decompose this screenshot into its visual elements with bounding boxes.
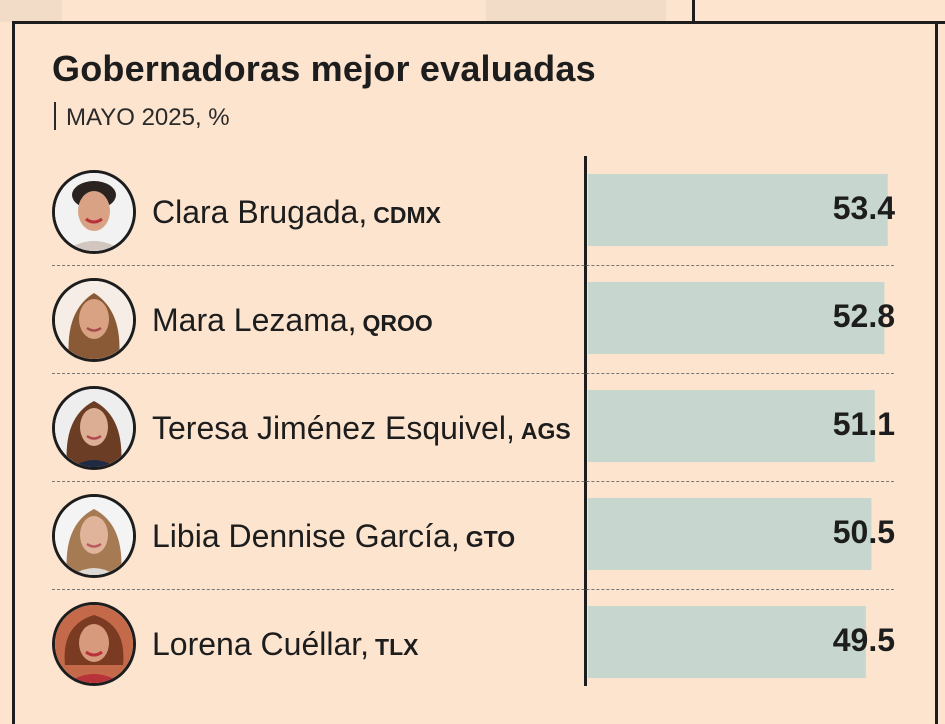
portrait-icon — [55, 281, 133, 359]
subtitle-rule — [54, 102, 56, 130]
bar-1 — [588, 174, 888, 246]
avatar — [52, 278, 136, 362]
bar-4 — [588, 498, 872, 570]
governor-name: Teresa Jiménez Esquivel, — [152, 410, 515, 446]
table-row: Libia Dennise García, GTO 50.5 — [40, 484, 895, 592]
frame-top-line — [12, 21, 945, 24]
data-label: 49.5 — [832, 622, 895, 658]
data-label: 53.4 — [832, 190, 895, 226]
table-row: Lorena Cuéllar, TLX 49.5 — [40, 592, 895, 700]
bar-3 — [588, 390, 875, 462]
frame-right-line — [935, 21, 938, 724]
chart-subtitle: MAYO 2025, % — [54, 102, 230, 132]
frame-left-line — [12, 21, 15, 724]
top-shade-left — [0, 0, 62, 22]
table-row: Mara Lezama, QROO 52.8 — [40, 268, 895, 376]
avatar — [52, 602, 136, 686]
avatar — [52, 170, 136, 254]
data-label: 52.8 — [832, 298, 895, 334]
top-strip — [0, 0, 945, 24]
table-row: Teresa Jiménez Esquivel, AGS 51.1 — [40, 376, 895, 484]
table-row: Clara Brugada, CDMX 53.4 — [40, 160, 895, 268]
governor-name: Mara Lezama, — [152, 302, 357, 338]
chart-title: Gobernadoras mejor evaluadas — [52, 48, 596, 89]
row-label: Clara Brugada, CDMX — [152, 194, 441, 231]
row-separator — [52, 589, 894, 590]
row-separator — [52, 373, 894, 374]
state-code: CDMX — [373, 202, 441, 228]
top-shade-right — [486, 0, 666, 22]
row-label: Mara Lezama, QROO — [152, 302, 433, 339]
portrait-icon — [55, 605, 133, 683]
avatar — [52, 494, 136, 578]
subtitle-text: MAYO 2025, % — [66, 104, 230, 131]
data-label: 50.5 — [832, 514, 895, 550]
portrait-icon — [55, 173, 133, 251]
state-code: TLX — [375, 634, 419, 660]
data-label: 51.1 — [832, 406, 895, 442]
row-label: Libia Dennise García, GTO — [152, 518, 515, 555]
portrait-icon — [55, 389, 133, 467]
state-code: AGS — [520, 418, 571, 444]
bar-5 — [588, 606, 866, 678]
portrait-icon — [55, 497, 133, 575]
row-separator — [52, 265, 894, 266]
value-axis — [584, 156, 587, 686]
avatar — [52, 386, 136, 470]
governor-name: Libia Dennise García, — [152, 518, 460, 554]
row-separator — [52, 481, 894, 482]
state-code: GTO — [465, 526, 516, 552]
bar-2 — [588, 282, 885, 354]
row-label: Teresa Jiménez Esquivel, AGS — [152, 410, 571, 447]
governor-name: Clara Brugada, — [152, 194, 368, 230]
top-divider — [692, 0, 695, 24]
row-label: Lorena Cuéllar, TLX — [152, 626, 418, 663]
state-code: QROO — [362, 310, 433, 336]
governor-name: Lorena Cuéllar, — [152, 626, 370, 662]
